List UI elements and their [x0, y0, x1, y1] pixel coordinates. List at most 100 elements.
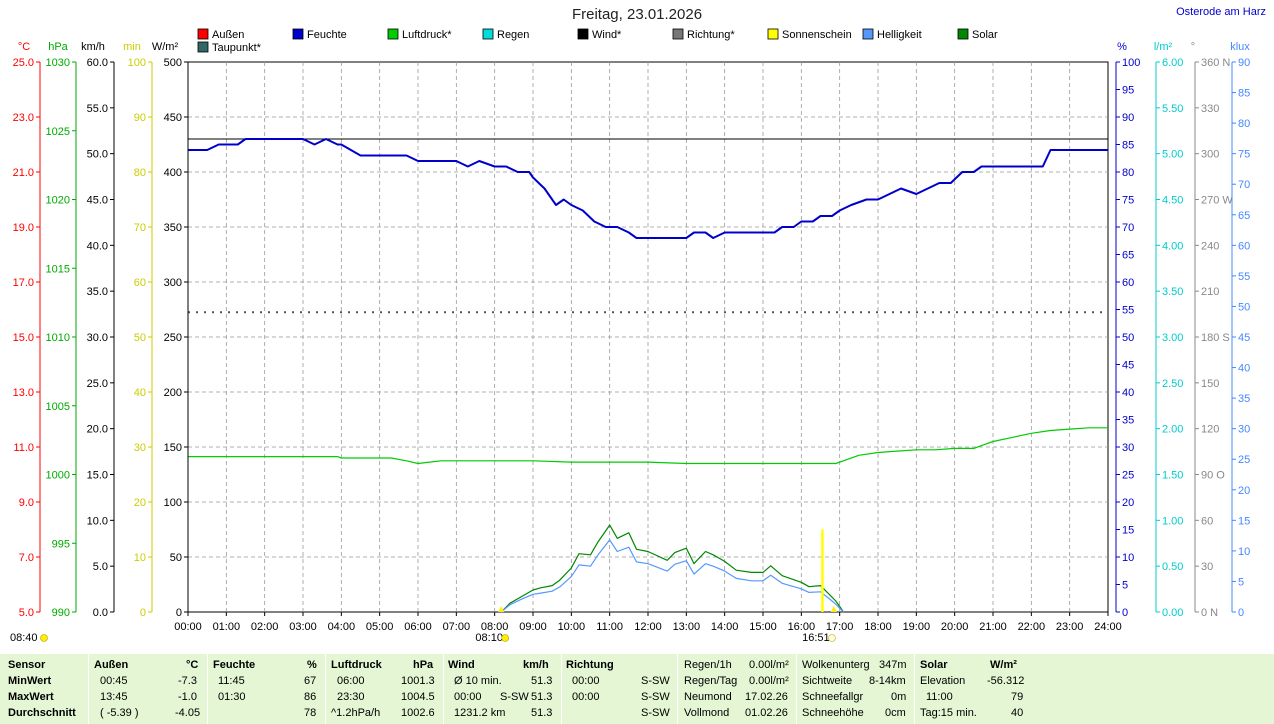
x-tick-label: 08:00	[481, 621, 509, 633]
neumond: 17.02.26	[745, 691, 788, 703]
axis-unit-brightness: klux	[1230, 41, 1250, 53]
legend-label: Regen	[497, 29, 529, 41]
axis-tick-label-temp: 9.0	[19, 497, 34, 509]
stats-divider	[561, 654, 562, 724]
wind-max: 51.3	[531, 691, 553, 703]
axis-tick-label-humidity: 25	[1122, 470, 1134, 482]
axis-tick-label-wind: 15.0	[87, 470, 108, 482]
schneefallgrenze: 0m	[891, 691, 907, 703]
schneehoehe-label: Schneehöhe	[802, 707, 864, 719]
druck-avg: 1002.6	[401, 707, 435, 719]
legend-label: Luftdruck*	[402, 29, 452, 41]
feuchte-max-time: 01:30	[218, 691, 246, 703]
axis-unit-direction: °	[1191, 41, 1195, 53]
axis-tick-label-sunshine: 10	[134, 552, 146, 564]
axis-tick-label-humidity: 90	[1122, 112, 1134, 124]
legend-label: Helligkeit	[877, 29, 922, 41]
x-tick-label: 13:00	[673, 621, 701, 633]
axis-unit-rain: l/m²	[1154, 41, 1173, 53]
regen-1h: 0.00l/m²	[749, 659, 789, 671]
x-tick-label: 22:00	[1018, 621, 1046, 633]
x-tick-label: 03:00	[289, 621, 317, 633]
axis-tick-label-wind: 60.0	[87, 57, 108, 69]
axis-tick-label-brightness: 85	[1238, 88, 1250, 100]
axis-tick-label-wind: 25.0	[87, 378, 108, 390]
axis-tick-label-rain: 2.00	[1162, 424, 1183, 436]
first-sun-time-label: 08:40	[10, 632, 38, 644]
axis-tick-label-temp: 19.0	[13, 222, 34, 234]
legend-swatch	[577, 28, 589, 40]
x-tick-label: 02:00	[251, 621, 279, 633]
weather-chart: Außen Feuchte Luftdruck* Regen Wind* Richtung…	[10, 28, 1250, 644]
axis-tick-label-direction: 90 O	[1201, 470, 1225, 482]
row-header-avg: Durchschnitt	[8, 707, 76, 719]
solar-max-time: 11:00	[926, 691, 953, 703]
axis-tick-label-sunshine: 40	[134, 387, 146, 399]
axis-tick-label-solar: 450	[164, 112, 182, 124]
feuchte-title: Feuchte	[213, 659, 256, 671]
legend-swatch	[387, 28, 399, 40]
row-header-max: MaxWert	[8, 691, 54, 703]
axis-tick-label-pressure: 990	[52, 607, 70, 619]
x-tick-label: 07:00	[443, 621, 471, 633]
stats-divider	[88, 654, 89, 724]
legend-swatch	[482, 28, 494, 40]
axis-tick-label-humidity: 65	[1122, 250, 1134, 262]
axis-tick-label-brightness: 35	[1238, 393, 1250, 405]
axis-tick-label-wind: 30.0	[87, 332, 108, 344]
elevation: -56.312	[987, 675, 1025, 687]
axis-tick-label-pressure: 1000	[46, 470, 70, 482]
axis-tick-label-temp: 5.0	[19, 607, 34, 619]
stats-divider	[914, 654, 915, 724]
axis-tick-label-pressure: 995	[52, 538, 70, 550]
vollmond-label: Vollmond	[684, 707, 730, 719]
richtung-title: Richtung	[566, 659, 614, 671]
axis-tick-label-solar: 0	[176, 607, 182, 619]
legend-label: Sonnenschein	[782, 29, 852, 41]
series-line-solar	[500, 524, 844, 613]
axis-tick-label-rain: 1.00	[1162, 515, 1183, 527]
legend-swatch	[957, 28, 969, 40]
x-tick-label: 17:00	[826, 621, 854, 633]
wind-min: 51.3	[531, 675, 553, 687]
legend-label: Außen	[212, 29, 244, 41]
axis-tick-label-solar: 500	[164, 57, 182, 69]
axis-tick-label-brightness: 40	[1238, 363, 1250, 375]
axis-tick-label-direction: 330	[1201, 103, 1219, 115]
axis-unit-wind: km/h	[81, 41, 105, 53]
sunrise-icon	[501, 634, 509, 642]
feuchte-unit: %	[307, 659, 317, 671]
solar-max: 79	[1011, 691, 1024, 703]
statistics-table: Sensor MinWert MaxWert Durchschnitt Auße…	[0, 654, 1274, 724]
axis-tick-label-solar: 350	[164, 222, 182, 234]
axis-tick-label-humidity: 15	[1122, 525, 1134, 537]
axis-tick-label-pressure: 1010	[46, 332, 70, 344]
axis-tick-label-rain: 0.50	[1162, 561, 1183, 573]
series-line-luftdruck	[188, 427, 1108, 465]
sunrise-marker	[498, 606, 505, 612]
druck-max-time: 23:30	[337, 691, 365, 703]
regen-tag-label: Regen/Tag	[684, 675, 738, 687]
aussen-avg-note: ( -5.39 )	[100, 707, 139, 719]
regen-tag: 0.00l/m²	[749, 675, 789, 687]
axis-tick-label-solar: 50	[170, 552, 182, 564]
wolkenuntergrenze: 347m	[879, 659, 907, 671]
aussen-unit: °C	[186, 659, 199, 671]
axis-unit-solar: W/m²	[152, 41, 179, 53]
solar-day: 40	[1011, 707, 1024, 719]
neumond-label: Neumond	[684, 691, 732, 703]
axis-tick-label-pressure: 1005	[46, 401, 70, 413]
legend-swatch	[197, 28, 209, 40]
wind-min-label: Ø 10 min.	[454, 675, 502, 687]
x-tick-label: 24:00	[1094, 621, 1122, 633]
axis-tick-label-rain: 6.00	[1162, 57, 1183, 69]
legend-label: Feuchte	[307, 29, 347, 41]
axis-tick-label-humidity: 5	[1122, 580, 1128, 592]
axis-tick-label-direction: 150	[1201, 378, 1219, 390]
axis-tick-label-brightness: 60	[1238, 240, 1250, 252]
druck-avg-note: ^1.2hPa/h	[331, 707, 381, 719]
x-tick-label: 21:00	[979, 621, 1007, 633]
axis-tick-label-rain: 2.50	[1162, 378, 1183, 390]
axis-tick-label-direction: 180 S	[1201, 332, 1230, 344]
axis-tick-label-rain: 4.50	[1162, 195, 1183, 207]
